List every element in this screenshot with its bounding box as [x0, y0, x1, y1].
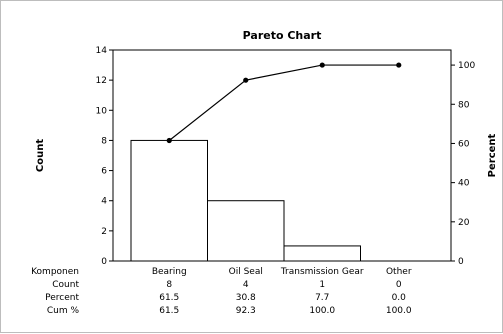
percent-value: 7.7	[315, 293, 329, 303]
cum-percent-value: 92.3	[236, 306, 256, 316]
count-value: 0	[396, 280, 402, 290]
right-tick-label: 0	[458, 257, 464, 267]
left-tick-label: 12	[96, 76, 107, 86]
right-tick-label: 40	[458, 179, 470, 189]
cumulative-point	[319, 62, 325, 68]
cum-percent-value: 100.0	[386, 306, 412, 316]
right-tick-label: 80	[458, 100, 470, 110]
bar-transmission-gear	[283, 245, 361, 262]
cum-percent-value: 61.5	[159, 306, 179, 316]
category-label: Oil Seal	[229, 267, 263, 277]
cumulative-line-group	[166, 62, 402, 144]
percent-value: 61.5	[159, 293, 179, 303]
category-label: Bearing	[152, 267, 187, 277]
left-axis: 0 2 4 6 8 10 12 14	[96, 46, 113, 267]
table-row-header: Count	[52, 280, 79, 290]
cumulative-point	[166, 137, 172, 144]
cumulative-line	[168, 64, 399, 141]
right-axis: 0 20 40 60 80 100	[451, 61, 475, 267]
category-label: Transmission Gear	[280, 267, 364, 277]
bar-oil-seal	[207, 200, 285, 262]
left-tick-label: 2	[101, 227, 107, 237]
percent-value: 0.0	[392, 293, 407, 303]
chart-title: Pareto Chart	[243, 29, 322, 42]
cum-percent-value: 100.0	[309, 306, 335, 316]
count-value: 4	[243, 280, 249, 290]
table-row-header: Cum %	[47, 306, 80, 316]
left-tick-label: 8	[101, 136, 107, 146]
right-tick-label: 100	[458, 61, 475, 71]
pareto-table: Komponen Bearing Oil Seal Transmission Gear…	[31, 267, 412, 316]
right-tick-label: 60	[458, 139, 470, 149]
right-tick-label: 20	[458, 218, 470, 228]
table-row-header: Komponen	[31, 267, 79, 277]
category-label: Other	[386, 267, 412, 277]
count-value: 8	[166, 280, 172, 290]
bar-bearing	[130, 139, 208, 262]
cumulative-point	[243, 77, 249, 83]
left-tick-label: 10	[96, 106, 108, 116]
percent-value: 30.8	[236, 293, 256, 303]
cumulative-point	[396, 62, 402, 68]
left-tick-label: 4	[101, 197, 107, 207]
left-tick-label: 0	[101, 257, 107, 267]
table-row-header: Percent	[45, 293, 79, 303]
bars-group	[130, 139, 361, 262]
y-axis-right-title: Percent	[487, 133, 498, 177]
left-tick-label: 14	[96, 46, 108, 56]
y-axis-left-title: Count	[35, 139, 46, 172]
count-value: 1	[319, 280, 325, 290]
left-tick-label: 6	[101, 167, 107, 177]
